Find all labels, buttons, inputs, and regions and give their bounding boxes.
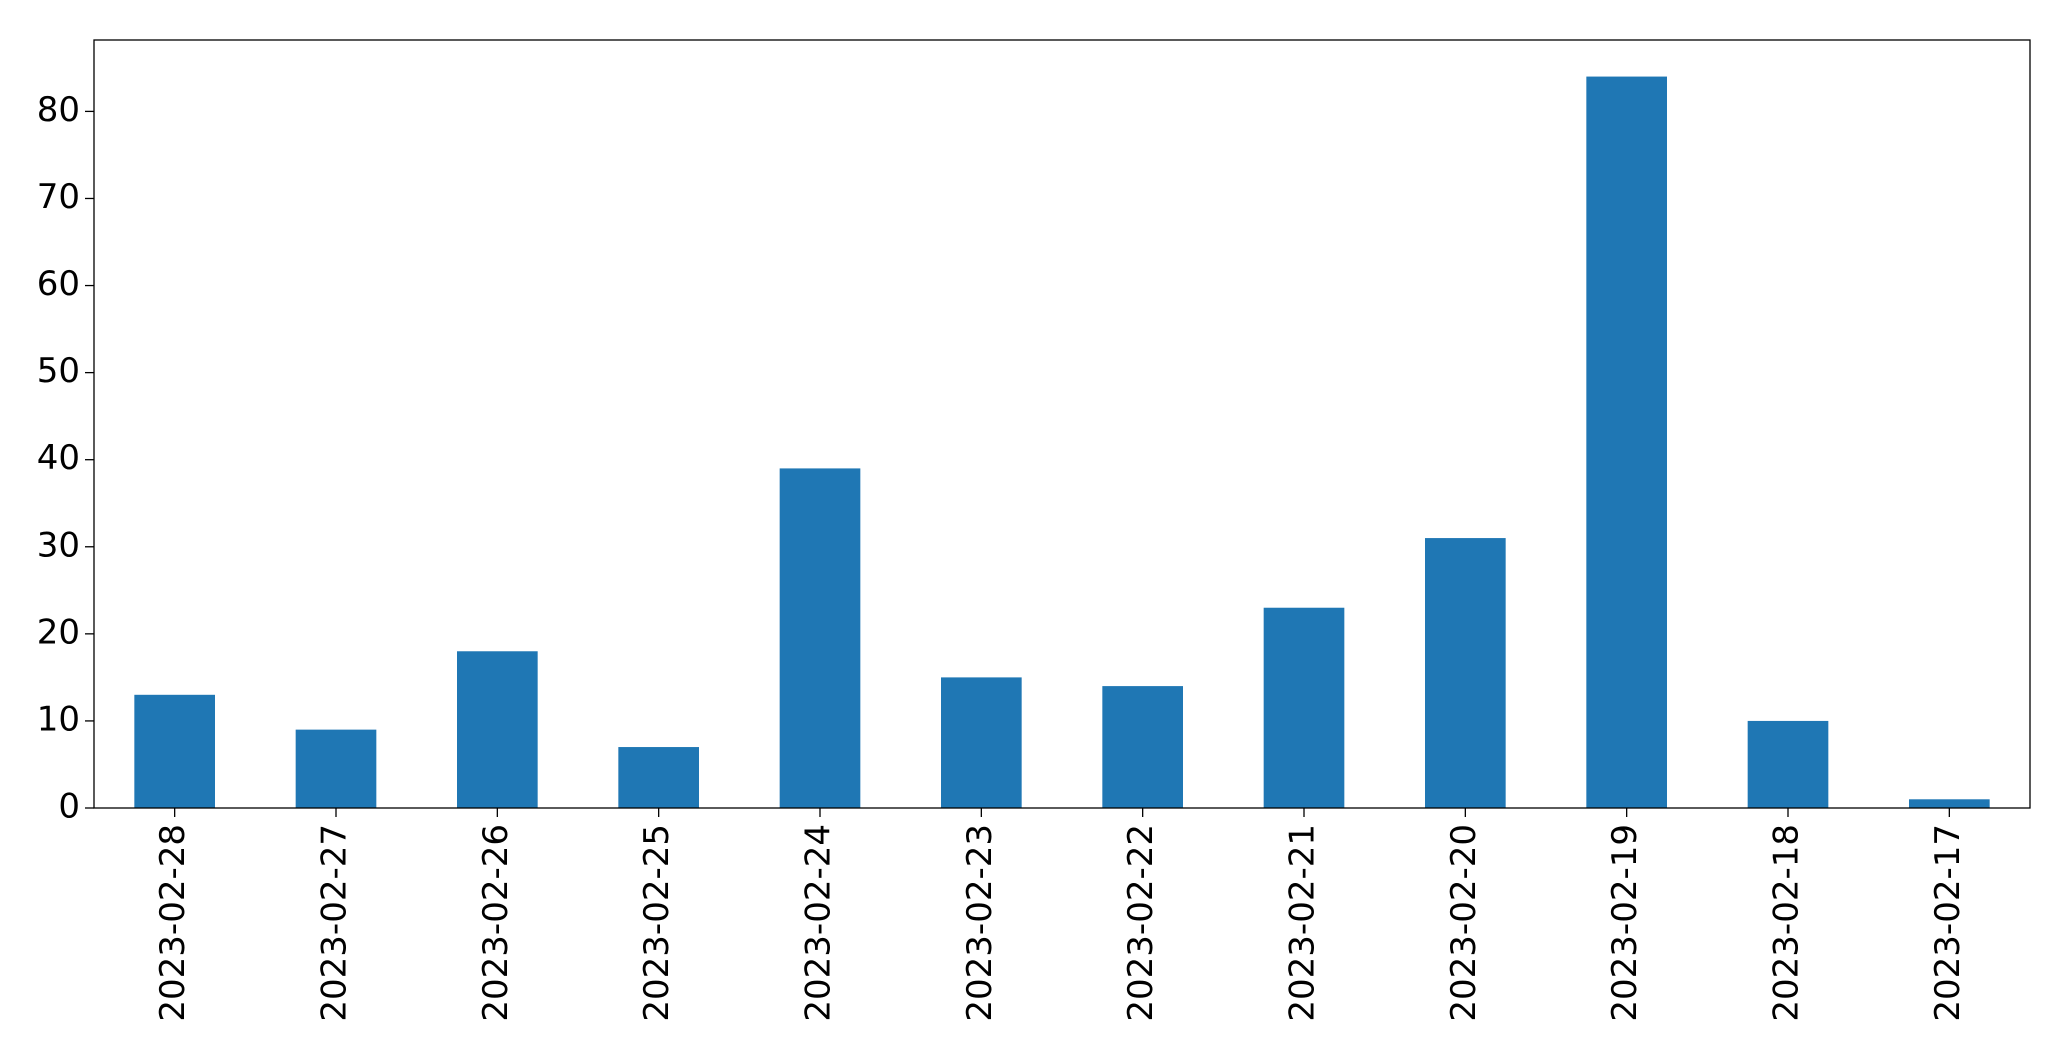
x-tick-label: 2023-02-18: [1767, 824, 1807, 1022]
x-tick-label: 2023-02-24: [799, 824, 839, 1022]
y-tick-label: 60: [37, 264, 80, 304]
bar: [1425, 538, 1506, 808]
bar: [1263, 607, 1345, 808]
x-tick-label: 2023-02-17: [1928, 824, 1968, 1022]
bar: [1747, 720, 1829, 808]
x-tick-label: 2023-02-20: [1444, 824, 1484, 1022]
x-tick-label: 2023-02-28: [153, 824, 193, 1022]
x-tick-label: 2023-02-21: [1283, 824, 1323, 1022]
y-tick-label: 70: [37, 177, 80, 217]
bar: [295, 729, 377, 808]
bar: [1909, 799, 1990, 808]
y-tick-label: 50: [37, 351, 80, 391]
y-tick-label: 30: [37, 525, 80, 565]
x-tick-label: 2023-02-26: [476, 824, 516, 1022]
x-tick-label: 2023-02-22: [1121, 824, 1161, 1022]
bar: [457, 651, 538, 808]
y-tick-label: 40: [37, 438, 80, 478]
bar: [618, 747, 699, 808]
y-tick-label: 20: [37, 612, 80, 652]
plot-frame: [93, 39, 2031, 809]
bar: [941, 677, 1022, 808]
x-tick-label: 2023-02-23: [960, 824, 1000, 1022]
bar: [1586, 76, 1667, 809]
x-tick-label: 2023-02-19: [1605, 824, 1645, 1022]
x-tick-label: 2023-02-27: [315, 824, 355, 1022]
y-tick-label: 0: [58, 787, 80, 827]
bar: [1102, 686, 1183, 808]
bar: [134, 694, 215, 808]
bar: [779, 468, 861, 808]
x-tick-label: 2023-02-25: [637, 824, 677, 1022]
y-tick-label: 80: [37, 90, 80, 130]
y-tick-label: 10: [37, 699, 80, 739]
